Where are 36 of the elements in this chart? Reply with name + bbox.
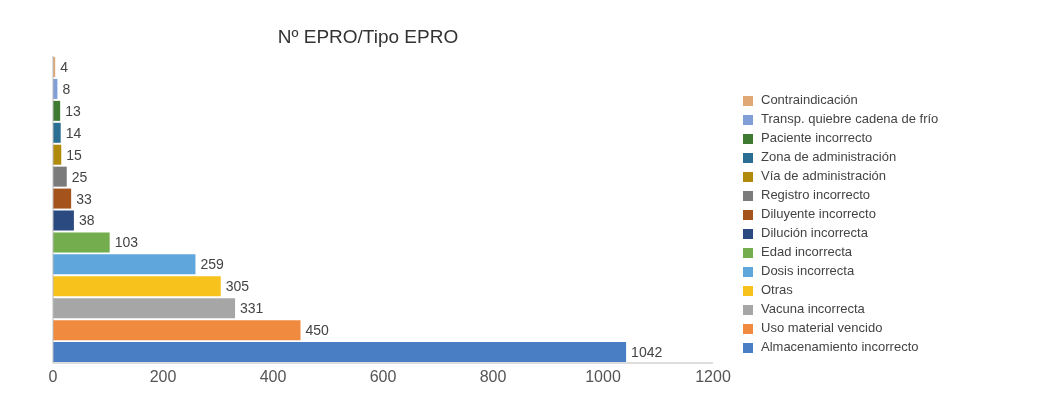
legend-label: Registro incorrecto (761, 187, 871, 202)
data-label: 450 (305, 322, 330, 339)
legend-label: Uso material vencido (761, 320, 883, 335)
legend-label: Diluyente incorrecto (761, 206, 876, 221)
data-label: 259 (200, 256, 225, 273)
data-label: 305 (225, 278, 250, 295)
data-label: 38 (78, 212, 95, 229)
x-tick-label: 200 (149, 368, 177, 386)
data-label: 331 (240, 300, 264, 317)
legend-label: Paciente incorrecto (761, 130, 873, 145)
data-label: 15 (66, 146, 83, 163)
legend-label: Transp. quiebre cadena de frío (761, 111, 939, 126)
x-tick-label: 1200 (695, 368, 731, 386)
data-label: 1042 (631, 344, 663, 361)
data-label: 25 (71, 168, 88, 185)
legend-label: Zona de administración (761, 149, 897, 164)
data-label: 13 (65, 102, 81, 119)
data-label: 33 (76, 190, 92, 207)
legend-label: Vía de administración (761, 168, 887, 183)
data-label: 14 (65, 124, 82, 141)
data-label: 103 (114, 234, 139, 251)
x-tick-label: 600 (369, 368, 397, 386)
legend-label: Otras (761, 282, 793, 297)
data-label: 4 (60, 58, 69, 75)
x-tick-label: 0 (48, 368, 58, 386)
x-tick-label: 1000 (585, 368, 621, 386)
data-label: 8 (62, 80, 71, 97)
x-tick-label: 400 (259, 368, 287, 386)
chart-title: Nº EPRO/Tipo EPRO (276, 25, 460, 48)
legend-label: Almacenamiento incorrecto (761, 339, 919, 354)
legend-label: Vacuna incorrecta (761, 301, 865, 316)
legend-label: Contraindicación (761, 92, 858, 107)
legend-label: Dosis incorrecta (761, 263, 855, 278)
x-tick-label: 800 (479, 368, 507, 386)
legend-label: Edad incorrecta (761, 244, 853, 259)
legend-label: Dilución incorrecta (761, 225, 868, 240)
